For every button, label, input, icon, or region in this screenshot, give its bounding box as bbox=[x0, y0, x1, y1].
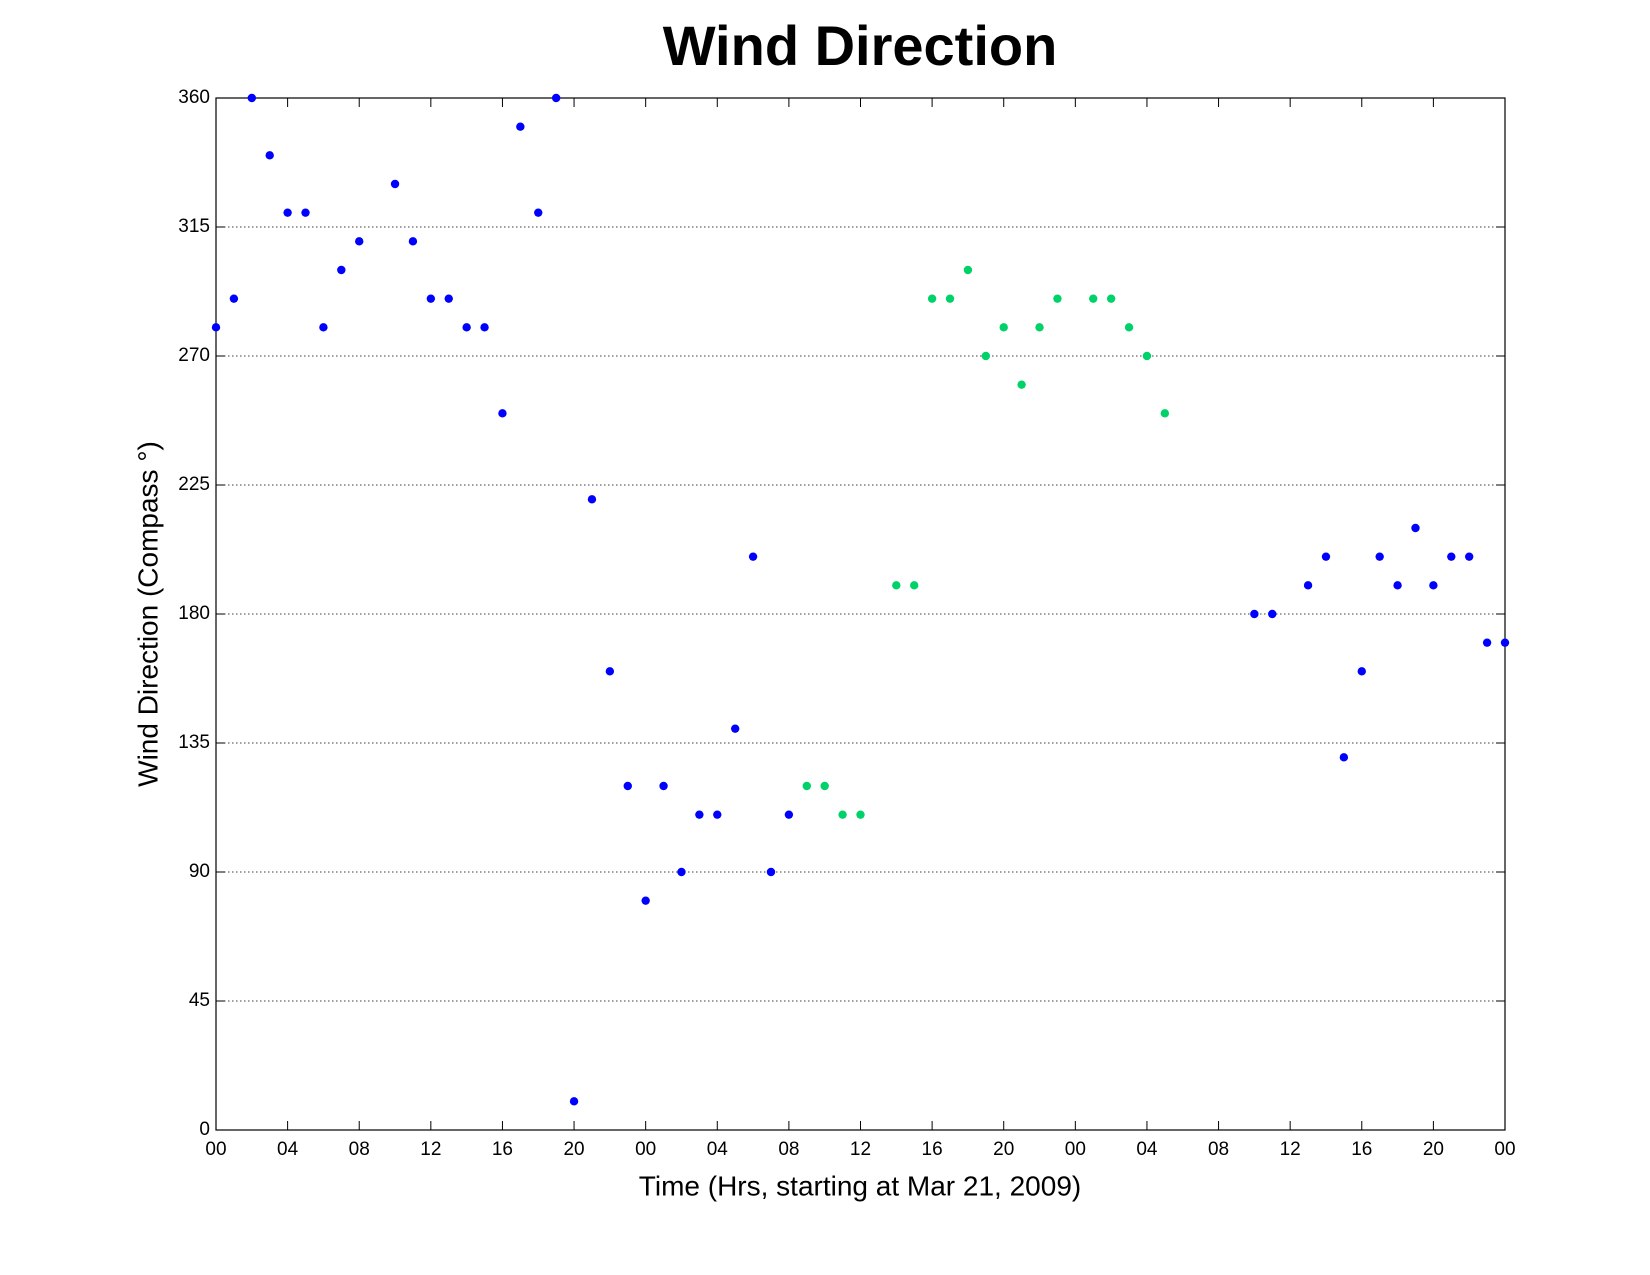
data-point bbox=[641, 896, 650, 905]
y-tick-label: 45 bbox=[189, 990, 210, 1011]
data-point bbox=[1089, 294, 1098, 303]
data-point bbox=[408, 237, 418, 246]
data-point bbox=[498, 409, 507, 418]
data-point bbox=[748, 552, 758, 561]
data-point bbox=[1124, 323, 1134, 332]
x-tick-label: 12 bbox=[420, 1139, 441, 1160]
chart-title: Wind Direction bbox=[663, 14, 1058, 77]
data-point bbox=[1160, 409, 1170, 418]
data-point bbox=[1321, 552, 1331, 561]
data-point bbox=[211, 323, 221, 332]
x-tick-label: 12 bbox=[850, 1139, 871, 1160]
x-tick-label: 08 bbox=[349, 1139, 370, 1160]
data-point bbox=[1142, 351, 1152, 361]
x-tick-label: 16 bbox=[492, 1139, 513, 1160]
data-point bbox=[1429, 581, 1438, 590]
data-point bbox=[1482, 638, 1492, 647]
data-point bbox=[802, 781, 811, 791]
data-point bbox=[713, 810, 722, 819]
data-point bbox=[569, 1097, 579, 1106]
y-tick-label: 135 bbox=[178, 732, 210, 753]
x-tick-label: 04 bbox=[277, 1139, 299, 1160]
data-point bbox=[677, 867, 686, 877]
x-tick-label: 12 bbox=[1280, 1139, 1301, 1160]
data-point bbox=[695, 810, 704, 819]
data-point bbox=[1500, 638, 1510, 647]
data-point bbox=[229, 294, 239, 303]
data-point bbox=[1035, 323, 1044, 332]
data-point bbox=[838, 810, 847, 819]
x-tick-label: 04 bbox=[707, 1139, 729, 1160]
data-point bbox=[551, 93, 561, 103]
data-point bbox=[426, 294, 436, 303]
y-tick-label: 180 bbox=[178, 603, 210, 624]
data-point bbox=[963, 265, 973, 275]
x-tick-label: 00 bbox=[1065, 1139, 1086, 1160]
data-point bbox=[265, 151, 274, 160]
x-tick-label: 20 bbox=[563, 1139, 584, 1160]
data-point bbox=[623, 781, 632, 791]
x-tick-label: 20 bbox=[993, 1139, 1014, 1160]
data-point bbox=[1393, 581, 1402, 590]
y-tick-label: 360 bbox=[178, 87, 210, 108]
data-point bbox=[1411, 523, 1420, 533]
data-point bbox=[1357, 667, 1366, 676]
x-tick-label: 08 bbox=[778, 1139, 799, 1160]
data-point bbox=[910, 581, 919, 590]
data-point bbox=[1053, 294, 1062, 303]
data-point bbox=[856, 810, 865, 819]
y-tick-label: 270 bbox=[178, 345, 210, 366]
data-point bbox=[605, 667, 615, 676]
data-point bbox=[1375, 552, 1384, 561]
data-point bbox=[301, 208, 310, 217]
data-point bbox=[999, 323, 1008, 332]
data-point bbox=[480, 323, 489, 332]
data-point bbox=[444, 294, 453, 303]
data-point bbox=[1017, 380, 1026, 389]
y-tick-label: 90 bbox=[189, 861, 210, 882]
data-point bbox=[981, 351, 991, 361]
data-point bbox=[247, 93, 257, 103]
data-point bbox=[1268, 609, 1277, 619]
data-point bbox=[1339, 753, 1349, 762]
x-tick-label: 20 bbox=[1423, 1139, 1444, 1160]
data-point bbox=[730, 724, 740, 733]
data-point bbox=[820, 781, 829, 791]
data-point bbox=[659, 781, 668, 791]
data-point bbox=[927, 294, 937, 303]
x-tick-label: 04 bbox=[1136, 1139, 1158, 1160]
data-point bbox=[1303, 581, 1313, 590]
data-point bbox=[1250, 609, 1259, 619]
data-point bbox=[462, 323, 471, 332]
y-axis-label: Wind Direction (Compass °) bbox=[132, 441, 163, 787]
data-point bbox=[337, 265, 346, 275]
x-tick-label: 16 bbox=[922, 1139, 943, 1160]
data-point bbox=[355, 237, 364, 246]
data-point bbox=[534, 208, 543, 217]
x-tick-label: 16 bbox=[1351, 1139, 1372, 1160]
y-tick-label: 225 bbox=[178, 474, 210, 495]
y-tick-label: 315 bbox=[178, 216, 210, 237]
data-point bbox=[283, 208, 292, 217]
x-tick-label: 00 bbox=[635, 1139, 656, 1160]
data-point bbox=[784, 810, 794, 819]
x-tick-label: 08 bbox=[1208, 1139, 1229, 1160]
x-axis-label: Time (Hrs, starting at Mar 21, 2009) bbox=[639, 1170, 1081, 1201]
data-point bbox=[892, 581, 901, 590]
x-tick-label: 00 bbox=[205, 1139, 226, 1160]
data-point bbox=[1106, 294, 1116, 303]
data-point bbox=[1447, 552, 1456, 561]
data-point bbox=[1464, 552, 1474, 561]
data-point bbox=[766, 867, 776, 877]
data-point bbox=[945, 294, 955, 303]
x-tick-label: 00 bbox=[1494, 1139, 1515, 1160]
data-point bbox=[319, 323, 328, 332]
data-point bbox=[516, 122, 525, 131]
y-tick-label: 0 bbox=[199, 1119, 210, 1140]
data-point bbox=[390, 179, 400, 189]
data-point bbox=[587, 495, 597, 504]
